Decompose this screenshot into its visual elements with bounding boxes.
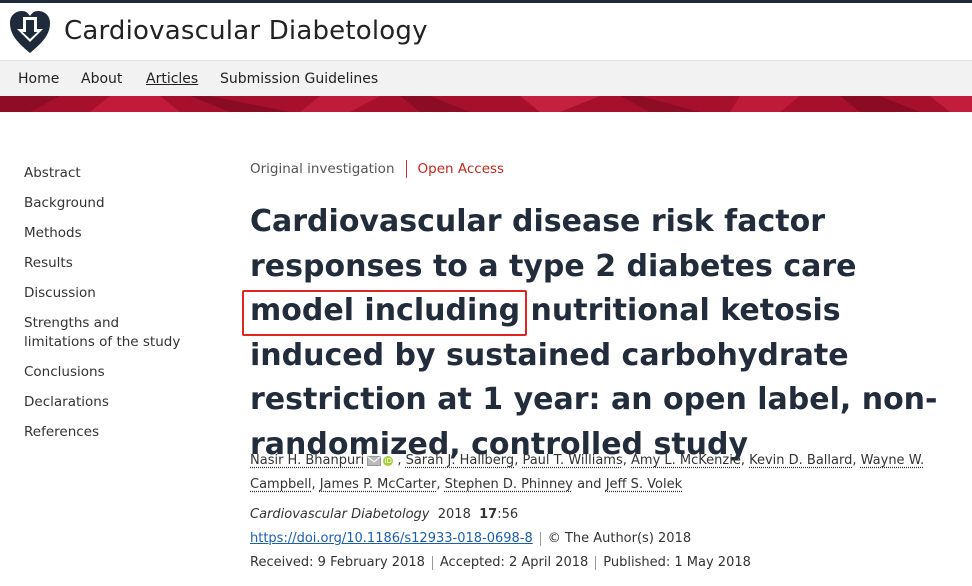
author-link[interactable]: Amy L. McKenzie (631, 453, 741, 468)
doi-line: https://doi.org/10.1186/s12933-018-0698-… (250, 531, 691, 546)
main-nav: Home About Articles Submission Guideline… (0, 60, 972, 97)
orcid-icon[interactable]: iD (383, 455, 394, 466)
author-link[interactable]: Stephen D. Phinney (444, 477, 573, 492)
journal-logo-icon[interactable] (8, 9, 52, 55)
author-link[interactable]: Sarah J. Hallberg (405, 453, 515, 468)
highlight-annotation-box (242, 290, 527, 336)
nav-articles[interactable]: Articles (146, 71, 199, 87)
nav-about[interactable]: About (81, 71, 123, 87)
author-conjunction: and (577, 477, 602, 492)
date-divider (431, 555, 433, 570)
sidebar-item-methods[interactable]: Methods (24, 225, 82, 241)
accepted-date: Accepted: 2 April 2018 (439, 555, 589, 570)
citation-line: Cardiovascular Diabetology 2018 17:56 (250, 507, 518, 522)
sidebar-item-declarations[interactable]: Declarations (24, 394, 109, 410)
copyright: © The Author(s) 2018 (547, 531, 692, 546)
article-meta: Original investigation Open Access (250, 160, 504, 178)
brand-banner (0, 96, 972, 112)
email-icon[interactable] (367, 455, 382, 466)
top-border (0, 0, 972, 3)
author-link[interactable]: Wayne W. Campbell (250, 453, 925, 492)
author-link[interactable]: Paul T. Williams (522, 453, 623, 468)
author-link[interactable]: Nasir H. Bhanpuri (250, 453, 365, 468)
nav-submission-guidelines[interactable]: Submission Guidelines (220, 71, 379, 87)
article-title: Cardiovascular disease risk factor respo… (250, 200, 960, 467)
author-link[interactable]: Jeff S. Volek (605, 477, 683, 492)
article-type: Original investigation (250, 161, 395, 177)
citation-article-number: :56 (497, 507, 519, 522)
citation-journal: Cardiovascular Diabetology (250, 507, 430, 522)
author-list: Nasir H. Bhanpuri iD , Sarah J. Hallberg,… (250, 453, 925, 492)
author-link[interactable]: James P. McCarter (319, 477, 437, 492)
title-highlighted-term: nutritional ketosis (530, 293, 841, 328)
article-sidebar-nav: Abstract Background Methods Results Disc… (24, 164, 204, 442)
received-date: Received: 9 February 2018 (250, 555, 425, 570)
sidebar-item-strengths-limitations[interactable]: Strengths and limitations of the study (24, 315, 181, 350)
citation-volume: 17 (479, 507, 498, 522)
sidebar-item-background[interactable]: Background (24, 195, 105, 211)
sidebar-item-abstract[interactable]: Abstract (24, 165, 81, 181)
sidebar-item-discussion[interactable]: Discussion (24, 285, 96, 301)
sidebar-item-results[interactable]: Results (24, 255, 73, 271)
journal-title[interactable]: Cardiovascular Diabetology (64, 16, 428, 46)
title-part-before: Cardiovascular disease risk factor respo… (250, 204, 857, 328)
date-divider (595, 555, 597, 570)
citation-year: 2018 (437, 507, 471, 522)
doi-divider (539, 531, 541, 546)
title-part-after: induced by sustained carbohydrate restri… (250, 337, 938, 462)
nav-home[interactable]: Home (18, 71, 60, 87)
doi-link[interactable]: https://doi.org/10.1186/s12933-018-0698-… (250, 531, 533, 546)
published-date: Published: 1 May 2018 (603, 555, 751, 570)
banner-pattern (0, 96, 972, 112)
publication-dates: Received: 9 February 2018 Accepted: 2 Apr… (250, 555, 751, 570)
open-access-badge: Open Access (417, 161, 505, 177)
meta-divider (405, 160, 407, 178)
sidebar-item-references[interactable]: References (24, 424, 100, 440)
sidebar-item-conclusions[interactable]: Conclusions (24, 364, 105, 380)
author-link[interactable]: Kevin D. Ballard (749, 453, 853, 468)
site-header: Cardiovascular Diabetology (0, 3, 972, 60)
